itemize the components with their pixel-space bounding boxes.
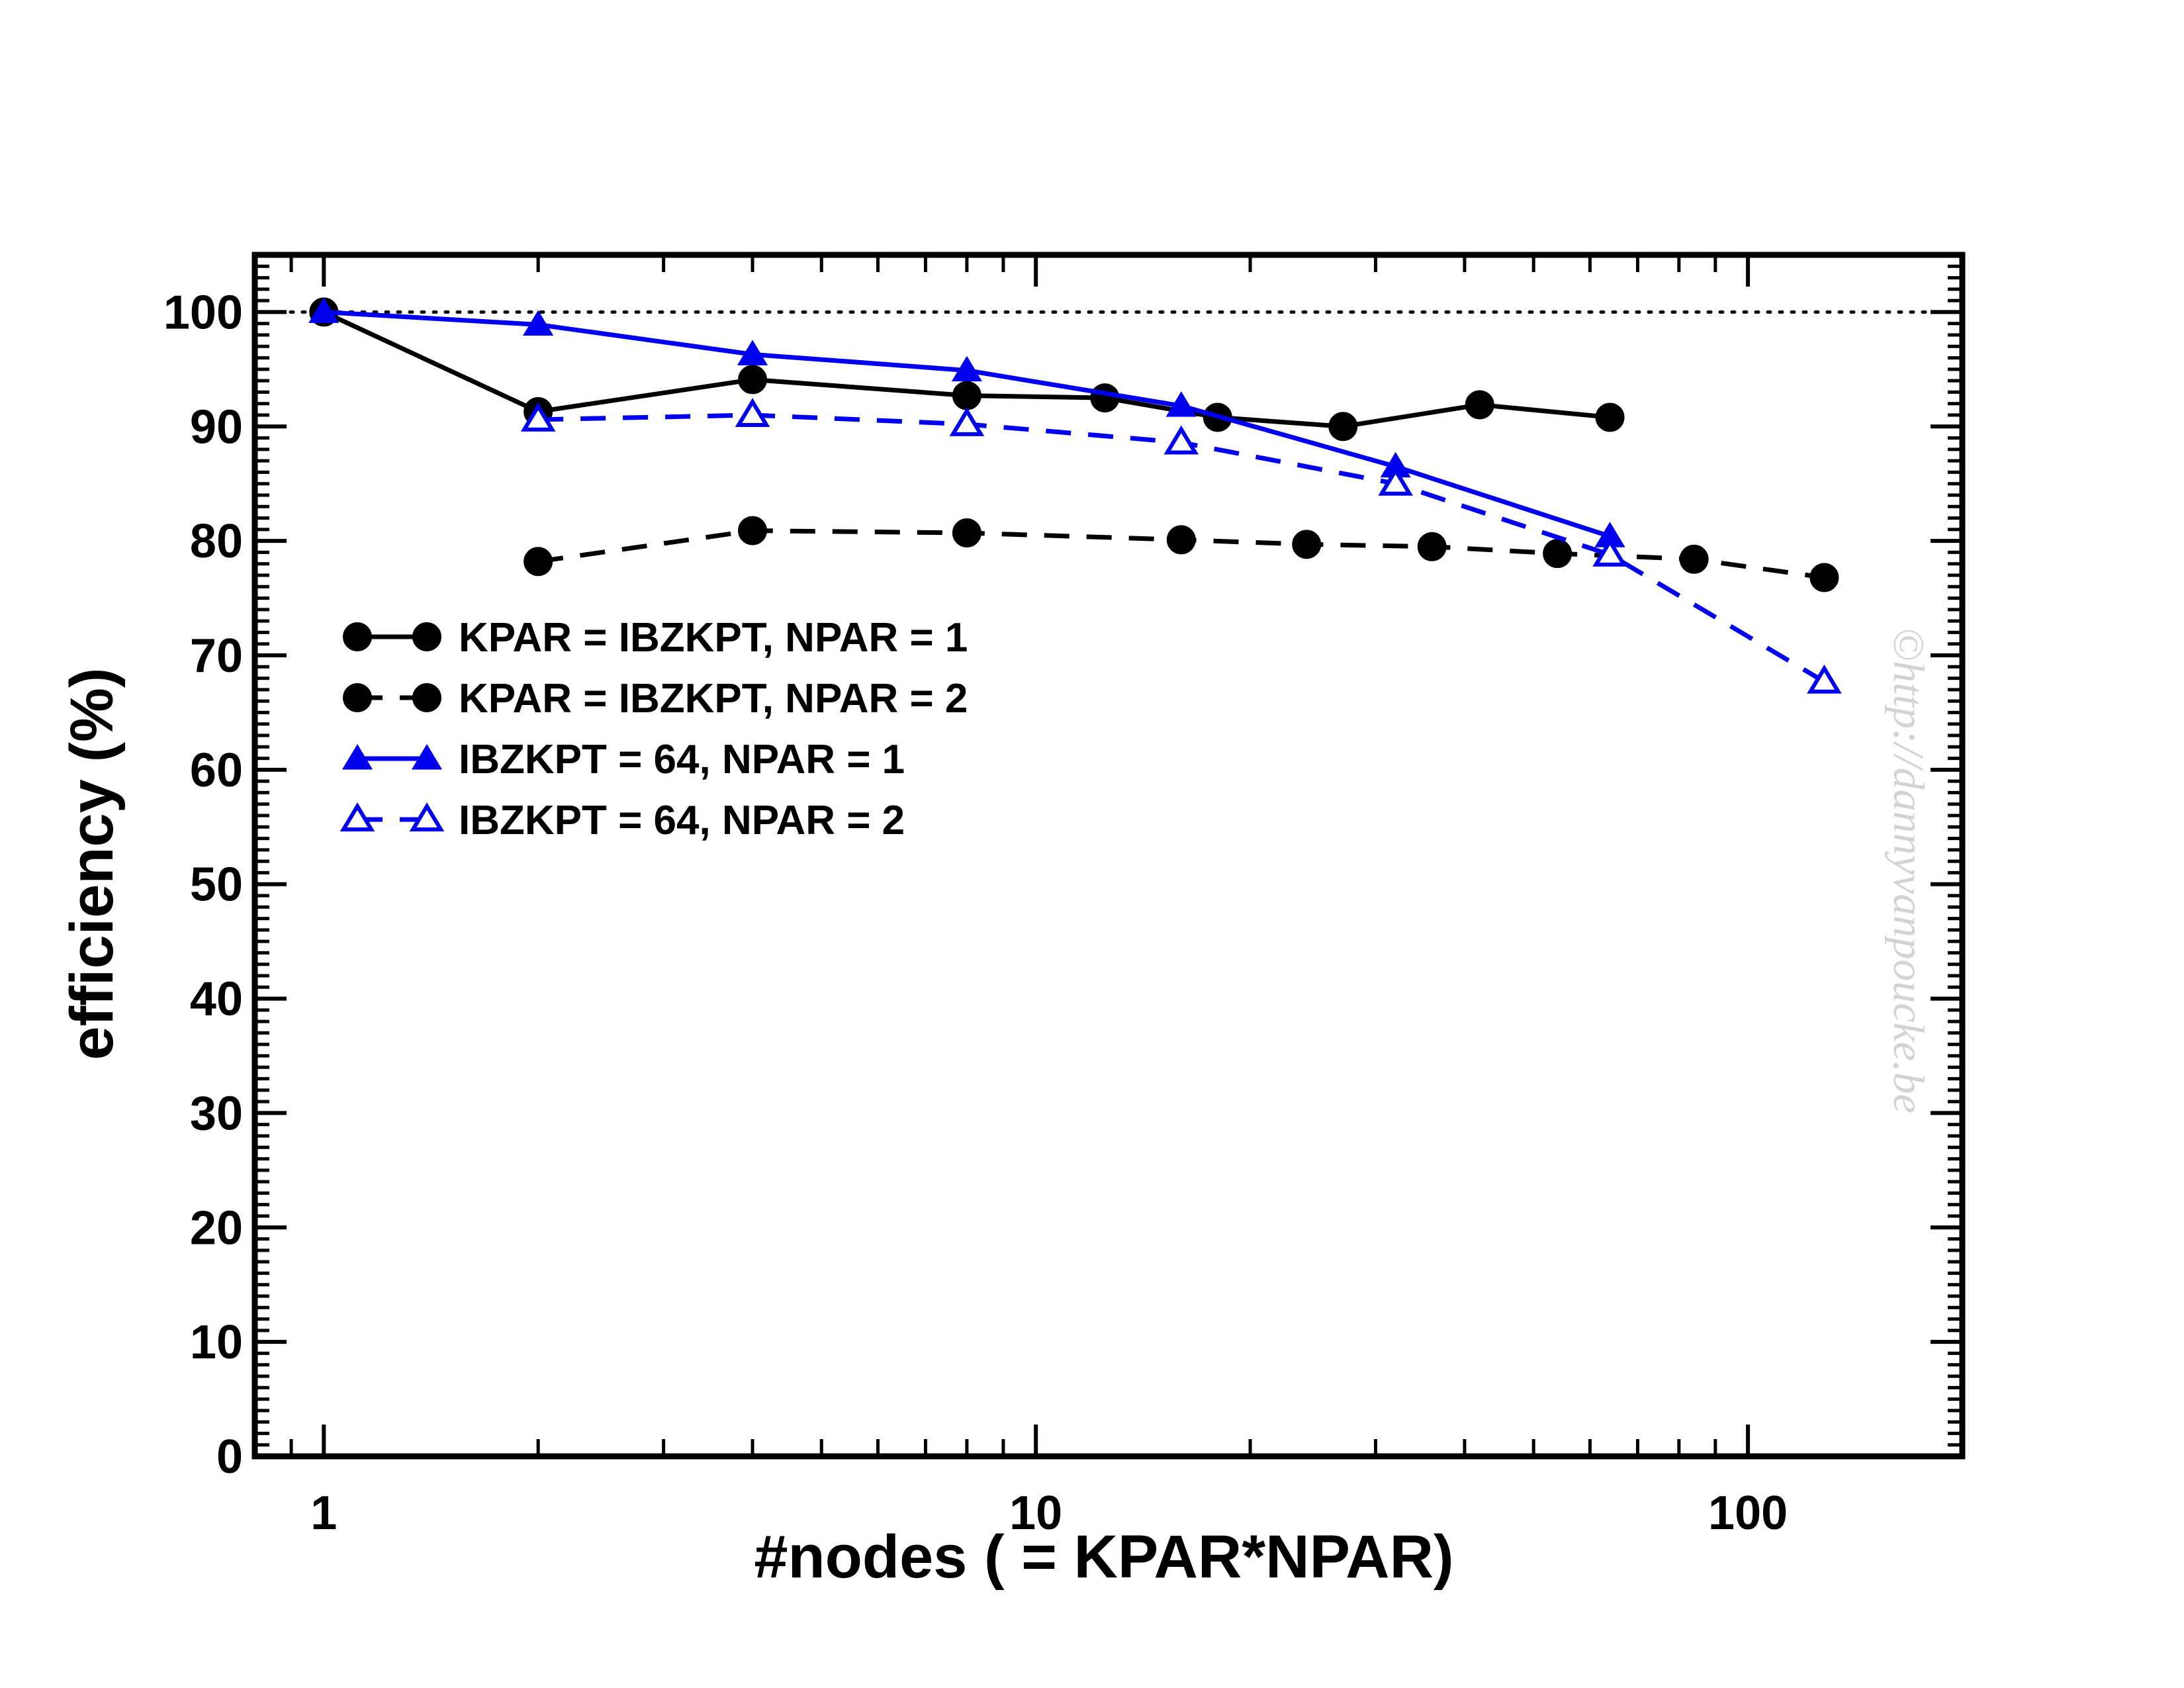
- data-point: [1165, 391, 1197, 417]
- series-2: [523, 516, 1839, 592]
- data-point: [523, 310, 554, 336]
- x-axis-label: #nodes ( = KPAR*NPAR): [754, 1523, 1453, 1591]
- legend-item-2: KPAR = IBZKPT, NPAR = 2: [343, 676, 968, 722]
- y-tick-label: 70: [190, 630, 243, 682]
- data-point: [1166, 525, 1196, 555]
- y-tick-label: 30: [190, 1087, 243, 1140]
- legend-marker: [409, 802, 445, 831]
- series-3: [308, 297, 1625, 547]
- x-tick-label: 10: [1009, 1487, 1062, 1540]
- data-point: [952, 381, 981, 410]
- data-point: [735, 398, 770, 427]
- legend-item-4: IBZKPT = 64, NPAR = 2: [340, 798, 905, 843]
- data-point: [1163, 425, 1199, 455]
- y-tick-label: 100: [163, 286, 243, 339]
- data-point: [738, 365, 768, 395]
- y-tick-label: 90: [190, 400, 243, 453]
- data-point: [738, 516, 768, 545]
- data-point: [1594, 522, 1625, 547]
- data-point: [1465, 390, 1494, 420]
- data-point: [1807, 664, 1842, 694]
- legend-label: KPAR = IBZKPT, NPAR = 1: [459, 615, 968, 661]
- data-point: [1595, 402, 1625, 432]
- data-point: [308, 297, 340, 323]
- data-point: [951, 355, 983, 382]
- y-axis-label: efficiency (%): [58, 667, 126, 1060]
- data-point: [1090, 383, 1120, 413]
- tick-labels: 1 10 100 0 10 20 30 40 50 60 70 80 90 100: [163, 286, 1788, 1540]
- y-tick-label: 80: [190, 515, 243, 568]
- legend-label: IBZKPT = 64, NPAR = 2: [459, 798, 905, 843]
- legend-item-1: KPAR = IBZKPT, NPAR = 1: [343, 615, 968, 661]
- plot-border: [251, 252, 1966, 1460]
- y-tick-label: 20: [190, 1201, 243, 1254]
- y-tick-label: 50: [190, 859, 243, 912]
- y-tick-label: 60: [190, 744, 243, 797]
- y-tick-label: 40: [190, 973, 243, 1026]
- legend-marker: [343, 683, 372, 712]
- legend-marker: [412, 683, 441, 712]
- data-point: [737, 340, 768, 365]
- data-point: [952, 518, 981, 548]
- data-point: [1292, 530, 1322, 559]
- data-point: [1417, 532, 1447, 561]
- plot-frame: [251, 252, 1966, 1460]
- data-point: [1679, 544, 1709, 574]
- data-series: [308, 297, 1842, 694]
- x-tick-label: 1: [310, 1487, 337, 1540]
- y-tick-label: 0: [216, 1430, 243, 1483]
- x-tick-label: 100: [1708, 1487, 1788, 1540]
- series-4: [520, 398, 1842, 694]
- data-point: [1809, 563, 1839, 592]
- legend-item-3: IBZKPT = 64, NPAR = 1: [341, 737, 905, 782]
- legend: KPAR = IBZKPT, NPAR = 1 KPAR = IBZKPT, NP…: [340, 615, 968, 843]
- watermark-text: ©http://dannyvanpoucke.be: [1884, 628, 1933, 1113]
- legend-marker: [340, 802, 375, 831]
- data-point: [949, 406, 985, 436]
- data-point: [1328, 412, 1358, 442]
- data-point: [1592, 538, 1627, 567]
- legend-marker: [412, 622, 441, 651]
- legend-marker: [343, 622, 372, 651]
- legend-label: KPAR = IBZKPT, NPAR = 2: [459, 676, 968, 722]
- legend-marker: [411, 744, 443, 770]
- y-tick-label: 10: [190, 1316, 243, 1369]
- data-point: [1543, 539, 1572, 569]
- data-point: [1378, 466, 1413, 496]
- legend-label: IBZKPT = 64, NPAR = 1: [459, 737, 905, 782]
- data-point: [520, 402, 556, 432]
- data-point: [1380, 451, 1411, 478]
- legend-marker: [341, 744, 373, 770]
- data-point: [523, 547, 553, 577]
